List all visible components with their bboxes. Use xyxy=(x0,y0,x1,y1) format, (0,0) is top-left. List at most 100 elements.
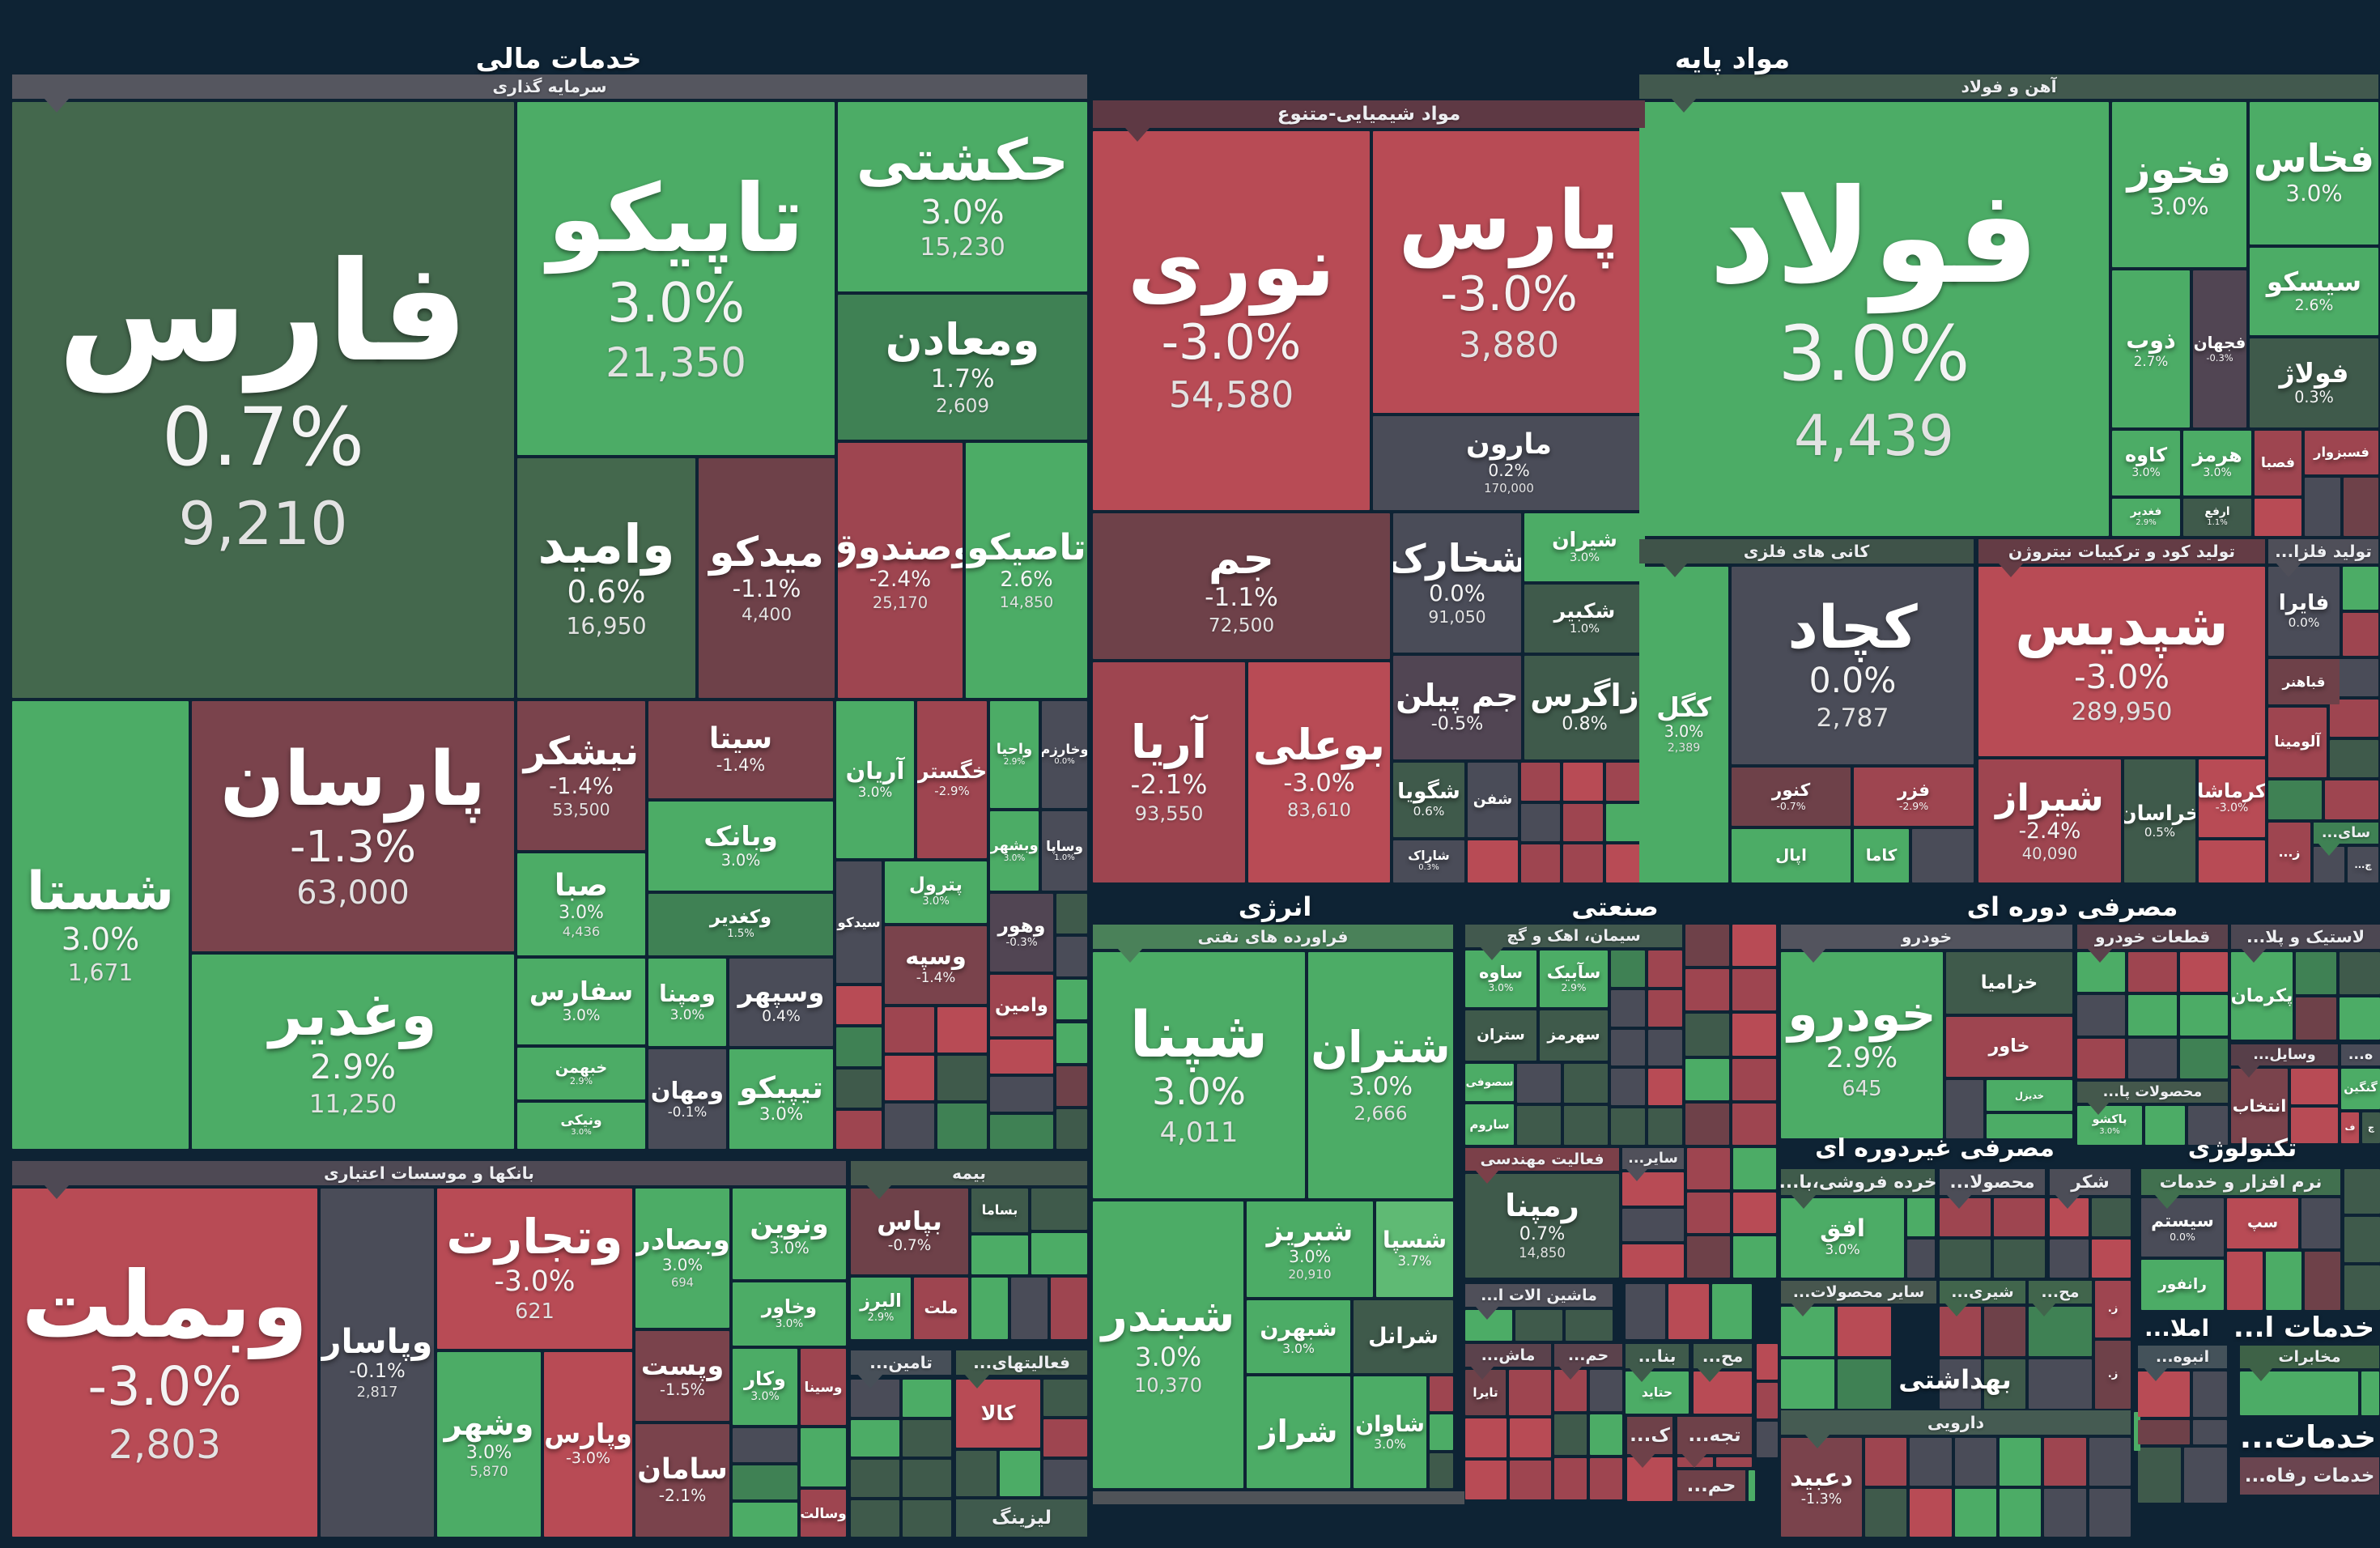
stock-tile-small[interactable] xyxy=(2301,1198,2340,1248)
stock-tile-small[interactable] xyxy=(1757,1383,1778,1418)
industry-header-سرمایه گذاری[interactable]: سرمایه گذاری xyxy=(12,74,1087,113)
stock-tile-وسپهر[interactable]: وسپهر 0.4% xyxy=(729,959,833,1046)
stock-tile-small[interactable] xyxy=(1563,844,1603,882)
stock-tile-سیستم[interactable]: سیستم 0.0% xyxy=(2141,1198,2224,1257)
industry-header-سایر...[interactable]: سایر... xyxy=(1622,1148,1684,1181)
stock-tile-small[interactable] xyxy=(1910,1438,1952,1486)
stock-tile-فارس[interactable]: فارس 0.7% 9,210 xyxy=(12,102,514,698)
stock-tile-small[interactable] xyxy=(1465,1461,1507,1499)
stock-tile-ومعادن[interactable]: ومعادن 1.7% 2,609 xyxy=(838,295,1087,440)
stock-tile-پاکشو[interactable]: پاکشو 3.0% xyxy=(2077,1106,2142,1145)
stock-tile-وامین[interactable]: وامین xyxy=(990,975,1053,1036)
industry-header-تجه...[interactable]: تجه... xyxy=(1677,1417,1752,1468)
industry-header-آهن و فولاد[interactable]: آهن و فولاد xyxy=(1639,74,2378,113)
stock-tile-فخاس[interactable]: فخاس 3.0% xyxy=(2250,102,2378,245)
stock-tile-small[interactable] xyxy=(1687,1192,1730,1234)
stock-tile-فغدیر[interactable]: فغدیر 2.9% xyxy=(2112,499,2180,536)
industry-header-ه...[interactable]: ه... xyxy=(2341,1044,2380,1065)
stock-tile-شفن[interactable]: شفن xyxy=(1468,763,1518,837)
stock-tile-فسبزوار[interactable]: فسبزوار xyxy=(2305,431,2378,474)
stock-tile-small[interactable] xyxy=(2188,1106,2228,1145)
stock-tile-small[interactable] xyxy=(1865,1438,1907,1486)
stock-tile-small[interactable] xyxy=(1648,1069,1682,1106)
stock-tile-small[interactable] xyxy=(937,1104,987,1149)
stock-tile-small[interactable] xyxy=(2044,1489,2086,1537)
stock-tile[interactable] xyxy=(2193,1420,2227,1444)
industry-header-ماش...[interactable]: ماش... xyxy=(1465,1344,1551,1380)
stock-tile-small[interactable] xyxy=(1954,1489,1996,1537)
stock-tile-small[interactable] xyxy=(1781,1359,1834,1409)
stock-tile-small[interactable] xyxy=(2340,997,2380,1040)
stock-tile-small[interactable] xyxy=(1517,1106,1561,1145)
stock-tile-small[interactable] xyxy=(851,1460,899,1497)
industry-header-لیزینگ[interactable]: لیزینگ xyxy=(956,1499,1087,1537)
stock-tile-وبملت[interactable]: وبملت -3.0% 2,803 xyxy=(12,1189,317,1537)
stock-tile-small[interactable] xyxy=(903,1499,951,1537)
stock-tile-small[interactable] xyxy=(733,1465,797,1499)
stock-tile-وشهر[interactable]: وشهر 3.0% 5,870 xyxy=(437,1352,541,1537)
stock-tile-وپست[interactable]: وپست -1.5% xyxy=(635,1331,729,1421)
stock-tile-small[interactable] xyxy=(1510,1418,1551,1457)
stock-tile-small[interactable] xyxy=(1430,1376,1453,1412)
stock-tile-آریا[interactable]: آریا -2.1% 93,550 xyxy=(1093,662,1245,882)
stock-tile-دعبید[interactable]: دعبید -1.3% xyxy=(1781,1438,1862,1537)
stock-tile-small[interactable] xyxy=(2291,1108,2338,1143)
stock-tile-ملت[interactable]: ملت xyxy=(914,1278,968,1339)
stock-tile-small[interactable] xyxy=(1757,1422,1778,1457)
industry-header-فعالیتهای...[interactable]: فعالیتهای... xyxy=(956,1350,1087,1389)
stock-tile-وبشهر[interactable]: وبشهر 3.0% xyxy=(990,811,1039,891)
stock-tile-small[interactable] xyxy=(1648,989,1682,1027)
stock-tile-small[interactable] xyxy=(733,1428,797,1462)
stock-tile-small[interactable] xyxy=(1056,980,1087,1020)
stock-tile-small[interactable] xyxy=(1685,969,1729,1011)
stock-tile-small[interactable] xyxy=(2266,1252,2301,1310)
stock-tile-small[interactable] xyxy=(2361,1372,2379,1415)
stock-tile-وغدیر[interactable]: وغدیر 2.9% 11,250 xyxy=(192,955,514,1149)
stock-tile-small[interactable] xyxy=(2128,952,2177,993)
stock-tile-small[interactable] xyxy=(2145,1106,2185,1145)
stock-tile-شبهرن[interactable]: شبهرن 3.0% xyxy=(1247,1300,1350,1373)
stock-tile-شاراک[interactable]: شاراک 0.3% xyxy=(1393,840,1464,882)
stock-tile-اپال[interactable]: اپال xyxy=(1732,829,1851,882)
stock-tile-وخاور[interactable]: وخاور 3.0% xyxy=(733,1282,846,1346)
stock-tile-small[interactable] xyxy=(1605,844,1645,882)
industry-header-خدمات رفاه...[interactable]: خدمات رفاه... xyxy=(2240,1457,2379,1495)
stock-tile-وپاسار[interactable]: وپاسار -0.1% 2,817 xyxy=(321,1189,434,1537)
stock-tile-small[interactable] xyxy=(1043,1459,1087,1496)
stock-tile-جم پیلن[interactable]: جم پیلن -0.5% xyxy=(1393,656,1521,759)
stock-tile-رانفور[interactable]: رانفور xyxy=(2141,1260,2224,1310)
stock-tile-small[interactable] xyxy=(2291,1069,2338,1104)
stock-tile-small[interactable] xyxy=(1687,1148,1730,1189)
stock-tile-small[interactable] xyxy=(990,1114,1053,1149)
stock-tile-بپاس[interactable]: بپاس -0.7% xyxy=(851,1189,968,1274)
industry-header-شیری...[interactable]: شیری... xyxy=(1940,1281,2025,1316)
stock-tile-small[interactable] xyxy=(971,1278,1008,1339)
industry-header-مواد شیمیایی-متنوع[interactable]: مواد شیمیایی-متنوع xyxy=(1093,100,1645,142)
stock-tile-چ...[interactable]: چ... xyxy=(2348,847,2378,882)
stock-tile-وسینا[interactable]: وسینا xyxy=(801,1349,846,1425)
stock-tile-صبا[interactable]: صبا 3.0% 4,436 xyxy=(517,853,645,955)
stock-tile-شبریز[interactable]: شبریز 3.0% 20,910 xyxy=(1247,1201,1373,1297)
stock-tile-وهور[interactable]: وهور -0.3% xyxy=(990,894,1053,972)
stock-tile-کاوه[interactable]: کاوه 3.0% xyxy=(2112,431,2180,495)
stock-tile-small[interactable] xyxy=(1000,1451,1040,1496)
stock-tile-ستران[interactable]: ستران xyxy=(1465,1010,1536,1061)
stock-tile-کاما[interactable]: کاما xyxy=(1854,829,1909,882)
stock-tile-انتخاب[interactable]: انتخاب xyxy=(2231,1069,2288,1143)
stock-tile-small[interactable] xyxy=(1984,1359,2025,1409)
stock-tile-small[interactable] xyxy=(1566,1310,1613,1341)
industry-header-محصولات پا...[interactable]: محصولات پا... xyxy=(2077,1082,2228,1115)
stock-tile-small[interactable] xyxy=(1056,1108,1087,1149)
stock-tile-پکرمان[interactable]: پکرمان xyxy=(2231,952,2293,1040)
stock-tile-small[interactable] xyxy=(903,1380,951,1417)
stock-tile-خدیزل[interactable]: خدیزل xyxy=(1987,1080,2072,1111)
stock-tile-small[interactable] xyxy=(1984,1307,2025,1356)
stock-tile-شسپا[interactable]: شسپا 3.7% xyxy=(1376,1201,1453,1297)
stock-tile-سیسکو[interactable]: سیسکو 2.6% xyxy=(2250,248,2378,335)
stock-tile-فولاژ[interactable]: فولاژ 0.3% xyxy=(2250,338,2378,427)
stock-tile-ومهان[interactable]: ومهان -0.1% xyxy=(648,1049,726,1149)
stock-tile-خراسان[interactable]: خراسان 0.5% xyxy=(2124,759,2195,882)
stock-tile-small[interactable] xyxy=(836,1110,882,1149)
stock-tile-فولاد[interactable]: فولاد 3.0% 4,439 xyxy=(1639,102,2109,536)
stock-tile-ونیکی[interactable]: ونیکی 3.0% xyxy=(517,1103,645,1149)
